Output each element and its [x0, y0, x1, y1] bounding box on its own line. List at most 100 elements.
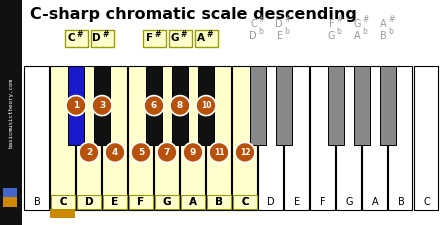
Text: G: G [163, 197, 171, 207]
Text: C: C [67, 33, 75, 43]
Text: D: D [267, 197, 275, 207]
Text: b: b [362, 27, 367, 36]
Circle shape [105, 142, 125, 162]
Text: 3: 3 [99, 101, 105, 110]
Text: #: # [388, 16, 394, 25]
Text: b: b [258, 27, 263, 36]
Text: #: # [180, 30, 187, 39]
Circle shape [131, 142, 151, 162]
Circle shape [235, 142, 255, 162]
Text: G: G [327, 31, 335, 41]
FancyBboxPatch shape [77, 195, 101, 209]
Text: A: A [190, 197, 196, 207]
Bar [362, 66, 386, 210]
Text: 5: 5 [138, 148, 144, 157]
Text: C: C [250, 19, 257, 29]
FancyBboxPatch shape [91, 29, 114, 47]
Bar [50, 209, 74, 218]
Bar [206, 66, 231, 210]
Text: D: D [92, 33, 101, 43]
Bar [154, 66, 179, 210]
Circle shape [196, 96, 216, 116]
Text: F: F [330, 19, 335, 29]
Circle shape [79, 142, 99, 162]
Text: E: E [277, 31, 283, 41]
Text: A: A [372, 197, 378, 207]
FancyBboxPatch shape [65, 29, 88, 47]
Text: b: b [336, 27, 341, 36]
Text: #: # [154, 30, 160, 39]
Text: C: C [60, 197, 66, 207]
Bar [128, 66, 153, 210]
Bar [180, 66, 205, 210]
Text: #: # [76, 30, 82, 39]
Text: B: B [215, 197, 223, 207]
Text: b: b [388, 27, 393, 36]
Text: #: # [206, 30, 213, 39]
FancyBboxPatch shape [51, 195, 75, 209]
FancyBboxPatch shape [194, 29, 217, 47]
Circle shape [157, 142, 177, 162]
FancyBboxPatch shape [143, 29, 165, 47]
Text: #: # [336, 16, 342, 25]
Text: A: A [197, 33, 205, 43]
Text: C-sharp chromatic scale descending: C-sharp chromatic scale descending [30, 7, 357, 22]
Bar [414, 66, 439, 210]
Text: G: G [345, 197, 353, 207]
Text: A: A [189, 197, 197, 207]
Text: C: C [241, 197, 249, 207]
Text: C: C [242, 197, 248, 207]
FancyBboxPatch shape [233, 195, 257, 209]
Bar [76, 66, 100, 210]
Text: G: G [353, 19, 361, 29]
Text: 10: 10 [201, 101, 211, 110]
Text: b: b [284, 27, 289, 36]
Bar [50, 66, 74, 210]
Text: D: D [275, 19, 283, 29]
Text: 4: 4 [112, 148, 118, 157]
Bar [68, 66, 84, 145]
Bar [3, 188, 17, 197]
Text: #: # [362, 16, 368, 25]
Text: B: B [216, 197, 222, 207]
Circle shape [170, 96, 190, 116]
Circle shape [209, 142, 229, 162]
Text: A: A [380, 19, 387, 29]
Bar [310, 66, 334, 210]
Bar [284, 66, 308, 210]
Bar [3, 197, 17, 207]
Text: #: # [284, 16, 290, 25]
Circle shape [144, 96, 164, 116]
Text: 9: 9 [190, 148, 196, 157]
Text: 8: 8 [177, 101, 183, 110]
Text: F: F [320, 197, 326, 207]
FancyBboxPatch shape [103, 195, 127, 209]
Bar [0, 0, 22, 225]
FancyBboxPatch shape [169, 29, 191, 47]
Bar [328, 66, 344, 145]
Text: 7: 7 [164, 148, 170, 157]
Text: G: G [171, 33, 179, 43]
Text: #: # [102, 30, 108, 39]
Circle shape [66, 96, 86, 116]
Bar [380, 66, 396, 145]
Circle shape [183, 142, 203, 162]
Bar [102, 66, 127, 210]
Bar [276, 66, 292, 145]
Text: #: # [258, 16, 264, 25]
Text: 11: 11 [214, 148, 224, 157]
FancyBboxPatch shape [207, 195, 231, 209]
Text: A: A [354, 31, 361, 41]
Bar [250, 66, 266, 145]
Bar [146, 66, 162, 145]
Bar [258, 66, 282, 210]
Text: B: B [398, 197, 404, 207]
Text: C: C [424, 197, 430, 207]
Text: D: D [85, 197, 93, 207]
Text: F: F [138, 197, 144, 207]
Text: D: D [249, 31, 257, 41]
Text: G: G [163, 197, 171, 207]
Bar [232, 66, 257, 210]
Text: 6: 6 [151, 101, 157, 110]
FancyBboxPatch shape [155, 195, 179, 209]
